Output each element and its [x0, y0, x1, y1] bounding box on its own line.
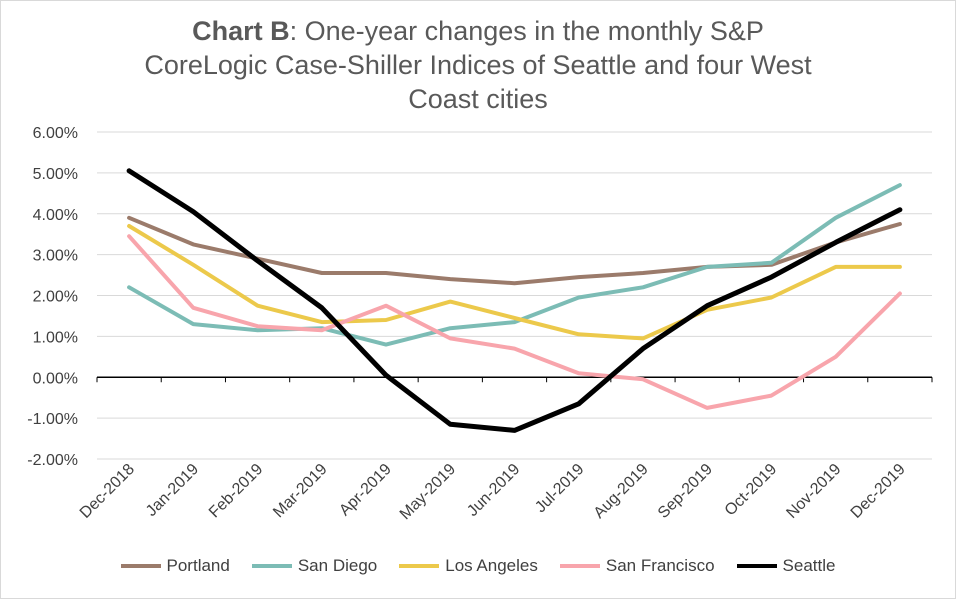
chart-title: Chart B: One-year changes in the monthly… — [0, 14, 956, 116]
y-tick-label: 3.00% — [33, 248, 78, 265]
series-line-san-diego — [127, 183, 902, 347]
legend-swatch — [120, 564, 161, 568]
y-tick-label: 4.00% — [33, 207, 78, 224]
legend-label: Los Angeles — [445, 556, 538, 575]
x-tick-label: Jul-2019 — [532, 461, 587, 516]
x-axis — [96, 376, 933, 383]
legend-item-san-diego: San Diego — [251, 556, 378, 576]
x-tick-label: Aug-2019 — [591, 461, 652, 522]
chart-title-bold: Chart B — [192, 16, 290, 46]
x-tick-label: Dec-2019 — [848, 461, 909, 522]
x-tick-label: Jan-2019 — [143, 461, 202, 520]
y-tick-label: 6.00% — [33, 125, 78, 142]
x-tick-label: Oct-2019 — [722, 461, 781, 520]
series-line-los-angeles — [127, 224, 902, 341]
legend-swatch — [559, 564, 600, 568]
legend-label: Portland — [166, 556, 230, 575]
legend-item-portland: Portland — [120, 556, 230, 576]
series-line-san-francisco — [127, 234, 902, 410]
legend-label: Seattle — [782, 556, 836, 575]
x-tick-label: May-2019 — [397, 461, 459, 523]
legend-item-los-angeles: Los Angeles — [399, 556, 538, 576]
x-tick-label: Sep-2019 — [655, 461, 716, 522]
x-tick-label: Nov-2019 — [783, 461, 844, 522]
series-lines — [126, 168, 903, 433]
legend-label: San Diego — [297, 556, 378, 575]
y-tick-label: 1.00% — [33, 329, 78, 346]
legend: Portland San Diego Los Angeles San Francisc… — [0, 556, 956, 576]
gridlines — [97, 131, 932, 460]
x-axis-ticks: Dec-2018 Jan-2019 Feb-2019 Mar-2019 Apr-2019… — [77, 461, 909, 523]
x-tick-label: Mar-2019 — [270, 461, 331, 522]
x-tick-label: Feb-2019 — [206, 461, 267, 522]
y-tick-label: -1.00% — [27, 411, 78, 428]
chart-title-rest: : One-year changes in the monthly S&P Co… — [144, 16, 812, 114]
y-tick-label: 2.00% — [33, 289, 78, 306]
legend-item-seattle: Seattle — [736, 556, 836, 576]
y-tick-label: -2.00% — [27, 452, 78, 469]
series-line-seattle — [126, 168, 903, 433]
legend-swatch — [399, 564, 440, 568]
legend-swatch — [251, 564, 292, 568]
legend-item-san-francisco: San Francisco — [559, 556, 715, 576]
y-tick-label: 5.00% — [33, 166, 78, 183]
legend-label: San Francisco — [605, 556, 715, 575]
x-tick-label: Apr-2019 — [336, 461, 395, 520]
y-axis-ticks: 6.00% 5.00% 4.00% 3.00% 2.00% 1.00% 0.00% -1.00… — [27, 125, 78, 469]
legend-swatch — [736, 564, 777, 568]
x-tick-label: Dec-2018 — [77, 461, 138, 522]
y-tick-label: 0.00% — [33, 370, 78, 387]
x-tick-label: Jun-2019 — [464, 461, 523, 520]
